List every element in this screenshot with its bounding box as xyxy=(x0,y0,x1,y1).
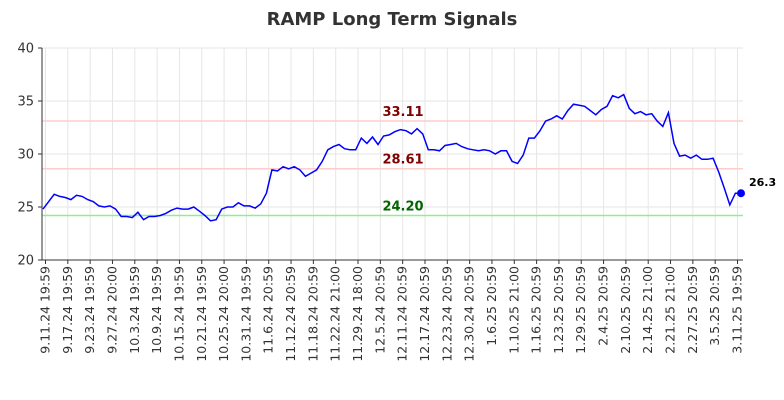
x-tick-label: 2.4.25 20:59 xyxy=(596,266,611,346)
signal-lines: 33.11 28.61 24.20 xyxy=(42,105,743,217)
x-tick-label: 10.25.24 20:00 xyxy=(216,266,231,362)
y-tick-label: 20 xyxy=(17,254,34,269)
x-tick-label: 11.22.24 21:00 xyxy=(328,266,343,362)
x-tick-label: 10.21.24 19:59 xyxy=(194,266,209,362)
x-tick-label: 12.17.24 20:59 xyxy=(417,266,432,362)
price-series-line xyxy=(42,93,741,222)
x-tick-label: 1.10.25 21:00 xyxy=(506,266,521,354)
last-value-point xyxy=(737,189,745,198)
x-tick-label: 12.23.24 20:59 xyxy=(439,266,454,362)
x-tick-label: 2.27.25 20:59 xyxy=(685,266,700,354)
signal-label: 28.61 xyxy=(382,153,423,168)
x-tick-label: 9.11.24 19:59 xyxy=(38,266,53,354)
x-tick-label: 2.10.25 20:59 xyxy=(618,266,633,354)
x-tick-label: 11.12.24 20:59 xyxy=(283,266,298,362)
chart-title: RAMP Long Term Signals xyxy=(267,9,518,30)
x-tick-label: 2.21.25 21:00 xyxy=(663,266,678,354)
x-tick-label: 1.23.25 20:59 xyxy=(551,266,566,354)
x-tick-label: 10.3.24 19:59 xyxy=(127,266,142,354)
x-tick-label: 3.11.25 19:59 xyxy=(730,266,745,354)
signal-label: 33.11 xyxy=(382,105,423,120)
x-tick-label: 1.16.25 20:59 xyxy=(529,266,544,354)
x-tick-label: 1.29.25 20:59 xyxy=(573,266,588,354)
x-tick-label: 10.9.24 19:59 xyxy=(149,266,164,354)
x-tick-label: 9.23.24 19:59 xyxy=(82,266,97,354)
x-tick-label: 2.14.25 21:00 xyxy=(640,266,655,354)
x-tick-label: 12.30.24 20:59 xyxy=(462,266,477,362)
x-tick-label: 12.5.24 20:59 xyxy=(372,266,387,354)
signal-label: 24.20 xyxy=(382,199,423,214)
x-tick-label: 12.11.24 20:59 xyxy=(395,266,410,362)
x-tick-label: 10.15.24 19:59 xyxy=(171,266,186,362)
y-tick-label: 30 xyxy=(17,148,34,163)
x-tick-label: 11.18.24 20:59 xyxy=(305,266,320,362)
last-value-label: 26.3 xyxy=(749,176,776,189)
x-tick-label: 1.6.25 20:59 xyxy=(484,266,499,346)
x-tick-labels: 9.11.24 19:59 9.17.24 19:59 9.23.24 19:59 9… xyxy=(38,260,745,362)
x-tick-label: 3.5.25 20:59 xyxy=(707,266,722,346)
x-tick-label: 9.27.24 20:00 xyxy=(104,266,119,354)
x-tick-label: 10.31.24 19:59 xyxy=(238,266,253,362)
x-tick-label: 9.17.24 19:59 xyxy=(60,266,75,354)
x-tick-label: 11.6.24 20:59 xyxy=(261,266,276,354)
y-tick-label: 25 xyxy=(17,201,34,216)
y-tick-label: 35 xyxy=(17,95,34,110)
x-tick-label: 11.29.24 18:00 xyxy=(350,266,365,362)
y-tick-label: 40 xyxy=(17,42,34,57)
y-tick-labels: 20 25 30 35 40 xyxy=(17,42,42,269)
